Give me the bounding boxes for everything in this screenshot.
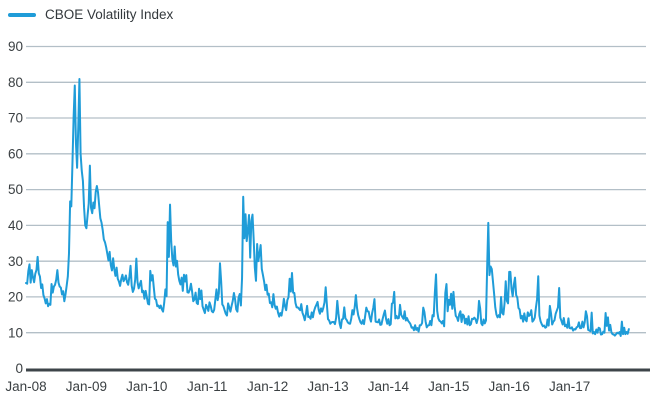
x-tick-label: Jan-15	[428, 379, 469, 394]
y-tick-label: 50	[8, 182, 23, 197]
y-tick-label: 20	[8, 290, 23, 305]
x-axis-line	[26, 368, 650, 372]
legend-label: CBOE Volatility Index	[45, 7, 174, 22]
y-tick-label: 0	[15, 361, 23, 376]
x-tick-label: Jan-08	[5, 379, 46, 394]
x-tick-label: Jan-17	[549, 379, 590, 394]
y-tick-label: 90	[8, 39, 23, 54]
x-tick-label: Jan-10	[126, 379, 167, 394]
y-tick-label: 30	[8, 254, 23, 269]
x-tick-label: Jan-16	[489, 379, 530, 394]
y-tick-label: 80	[8, 75, 23, 90]
legend-item-cboe-volatility-index[interactable]: CBOE Volatility Index	[8, 7, 173, 22]
y-tick-label: 60	[8, 146, 23, 161]
x-tick-label: Jan-14	[368, 379, 410, 394]
x-tick-label: Jan-09	[66, 379, 107, 394]
y-tick-label: 40	[8, 218, 23, 233]
x-tick-label: Jan-12	[247, 379, 288, 394]
x-tick-label: Jan-11	[187, 379, 227, 394]
y-tick-label: 10	[8, 325, 23, 340]
vix-series-line	[25, 78, 630, 337]
x-tick-label: Jan-13	[307, 379, 348, 394]
y-tick-label: 70	[8, 111, 23, 126]
legend-line-marker	[8, 12, 36, 17]
